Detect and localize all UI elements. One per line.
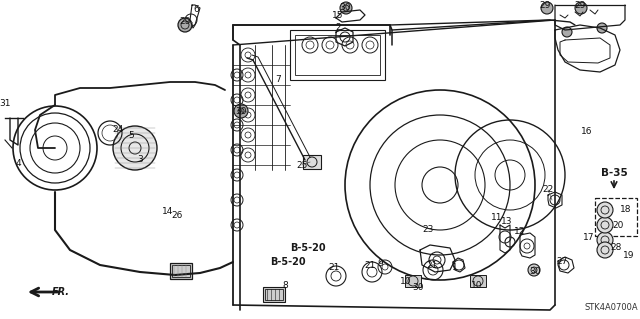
Circle shape (234, 104, 248, 118)
Text: 5: 5 (128, 130, 134, 139)
Text: 27: 27 (556, 257, 568, 266)
Text: 8: 8 (282, 281, 288, 291)
Text: 21: 21 (426, 261, 438, 270)
Bar (170, 263, 192, 279)
Text: 26: 26 (172, 211, 182, 219)
Text: 7: 7 (275, 76, 281, 85)
Circle shape (178, 18, 192, 32)
Text: 1: 1 (452, 263, 458, 272)
Text: 11: 11 (492, 213, 503, 222)
Text: 4: 4 (15, 159, 21, 167)
Text: 29: 29 (179, 18, 191, 26)
Text: 21: 21 (328, 263, 340, 272)
Text: 3: 3 (137, 155, 143, 165)
Bar (595, 198, 637, 236)
Text: 14: 14 (163, 206, 173, 216)
Circle shape (541, 2, 553, 14)
Circle shape (597, 217, 613, 233)
Text: 9: 9 (377, 258, 383, 268)
Circle shape (562, 27, 572, 37)
Text: 29: 29 (540, 1, 550, 10)
Text: 2: 2 (335, 23, 341, 32)
Text: 18: 18 (620, 205, 632, 214)
Circle shape (597, 202, 613, 218)
Bar (303, 155, 321, 169)
Text: 30: 30 (339, 4, 351, 12)
Bar (172, 265, 190, 277)
Text: 23: 23 (422, 226, 434, 234)
Text: 13: 13 (501, 218, 513, 226)
Text: 30: 30 (412, 283, 424, 292)
Text: 29: 29 (574, 1, 586, 10)
Circle shape (340, 2, 352, 14)
Text: 30: 30 (236, 107, 247, 115)
Text: 22: 22 (542, 186, 554, 195)
Text: 6: 6 (193, 5, 199, 14)
Text: 19: 19 (623, 250, 635, 259)
Text: 15: 15 (332, 11, 344, 19)
Bar (405, 275, 421, 287)
Text: 12: 12 (515, 227, 525, 236)
Bar (470, 275, 486, 287)
Bar (295, 35, 380, 75)
Text: STK4A0700A: STK4A0700A (584, 303, 638, 312)
Circle shape (113, 126, 157, 170)
Text: 10: 10 (471, 280, 483, 290)
Text: 25: 25 (296, 160, 308, 169)
Text: B-35: B-35 (600, 168, 627, 178)
Text: 16: 16 (581, 127, 593, 136)
Circle shape (597, 232, 613, 248)
Text: 30: 30 (529, 266, 541, 276)
Circle shape (575, 2, 587, 14)
Text: B-5-20: B-5-20 (270, 257, 306, 267)
Text: 10: 10 (400, 278, 412, 286)
Text: 21: 21 (364, 261, 376, 270)
Bar (263, 287, 285, 302)
Circle shape (597, 23, 607, 33)
Circle shape (597, 242, 613, 258)
Text: 17: 17 (583, 233, 595, 241)
Text: 24: 24 (113, 125, 124, 135)
Text: 20: 20 (612, 220, 624, 229)
Text: 28: 28 (611, 242, 621, 251)
Bar (290, 30, 385, 80)
Bar (265, 289, 283, 300)
Text: B-5-20: B-5-20 (290, 243, 326, 253)
Text: FR.: FR. (52, 287, 70, 297)
Text: 31: 31 (0, 99, 11, 108)
Circle shape (528, 264, 540, 276)
